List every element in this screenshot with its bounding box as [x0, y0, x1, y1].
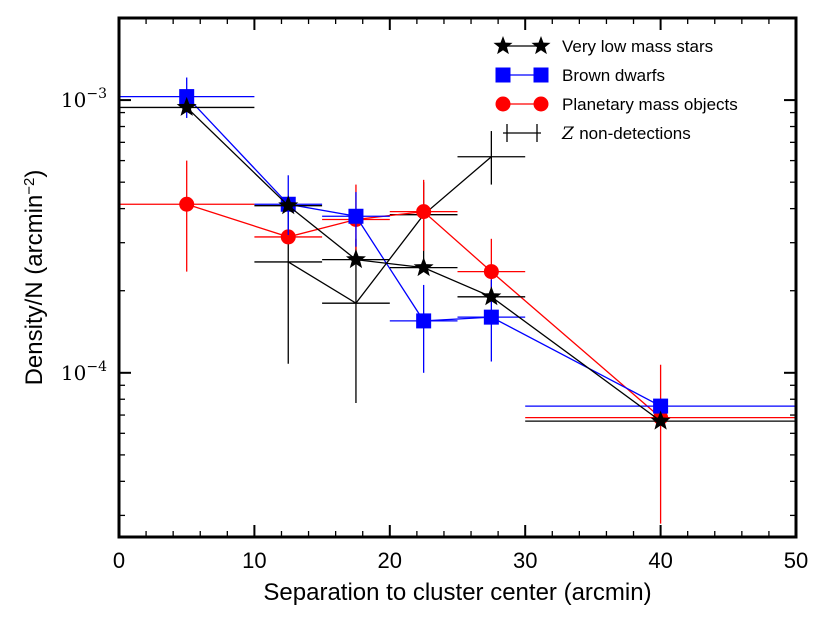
x-tick-label: 40 — [648, 548, 672, 573]
x-tick-label: 20 — [378, 548, 402, 573]
square-marker — [653, 398, 669, 414]
legend-label-text: Very low mass stars — [562, 37, 713, 56]
circle-marker — [179, 196, 195, 212]
x-axis-label: Separation to cluster center (arcmin) — [263, 579, 651, 606]
square-marker — [533, 67, 549, 83]
circle-marker — [483, 264, 499, 280]
y-tick-label: 10−3 — [61, 86, 107, 112]
series-line — [287, 156, 492, 305]
star-marker — [481, 286, 502, 306]
axis-ticks — [118, 17, 797, 537]
y-axis-label-close: ) — [21, 170, 48, 178]
square-marker — [179, 89, 195, 105]
legend-label: Planetary mass objects — [562, 95, 738, 114]
y-tick-exponent: −4 — [86, 359, 107, 375]
circle-marker — [416, 204, 432, 220]
y-axis-label: Density/N (arcmin−2) — [21, 170, 49, 386]
legend-entry: Planetary mass objects — [495, 95, 738, 114]
series-brown-dwarfs — [119, 77, 796, 414]
y-tick-base: 10 — [61, 361, 86, 385]
square-marker — [348, 208, 364, 224]
x-tick-label: 0 — [113, 548, 125, 573]
legend-entry: Very low mass stars — [493, 36, 713, 56]
error-bar — [389, 284, 458, 373]
legend-entry: Brown dwarfs — [495, 66, 665, 85]
circle-marker — [533, 96, 549, 112]
y-tick-label: 10−4 — [61, 359, 107, 385]
y-tick-base: 10 — [61, 88, 86, 112]
legend-entry: Z non-detections — [503, 124, 691, 144]
star-marker — [493, 36, 513, 55]
x-tick-label: 30 — [513, 548, 537, 573]
plot-content — [119, 77, 796, 524]
star-marker — [345, 249, 366, 269]
legend: Very low mass stars Brown dwarfs Planetary… — [493, 36, 738, 144]
legend-label-text: Brown dwarfs — [562, 66, 665, 85]
error-bar — [119, 160, 255, 272]
series-very-low-mass-stars — [119, 96, 796, 430]
y-axis-label-exponent: −2 — [21, 178, 38, 195]
error-bar — [525, 364, 796, 524]
legend-label: Brown dwarfs — [562, 66, 665, 85]
square-marker — [483, 309, 499, 325]
x-tick-label: 10 — [242, 548, 266, 573]
circle-marker — [280, 229, 296, 245]
series-line — [186, 96, 661, 407]
legend-label-text: Planetary mass objects — [562, 95, 738, 114]
star-marker — [413, 257, 434, 277]
square-marker — [416, 313, 432, 329]
legend-label: Z non-detections — [561, 124, 691, 144]
legend-label: Very low mass stars — [562, 37, 713, 56]
series-line — [186, 106, 661, 422]
legend-label-text: non-detections — [579, 124, 691, 143]
square-marker — [495, 67, 511, 83]
series-line — [186, 203, 662, 419]
circle-marker — [495, 96, 511, 112]
x-tick-label: 50 — [784, 548, 808, 573]
star-marker — [176, 96, 197, 116]
star-marker — [278, 195, 299, 215]
y-axis-label-main: Density/N (arcmin — [21, 195, 48, 386]
y-tick-exponent: −3 — [86, 86, 107, 102]
star-marker — [531, 36, 551, 55]
star-marker — [650, 410, 671, 430]
legend-label-prefix: Z — [561, 124, 579, 144]
plot-frame — [117, 16, 798, 539]
